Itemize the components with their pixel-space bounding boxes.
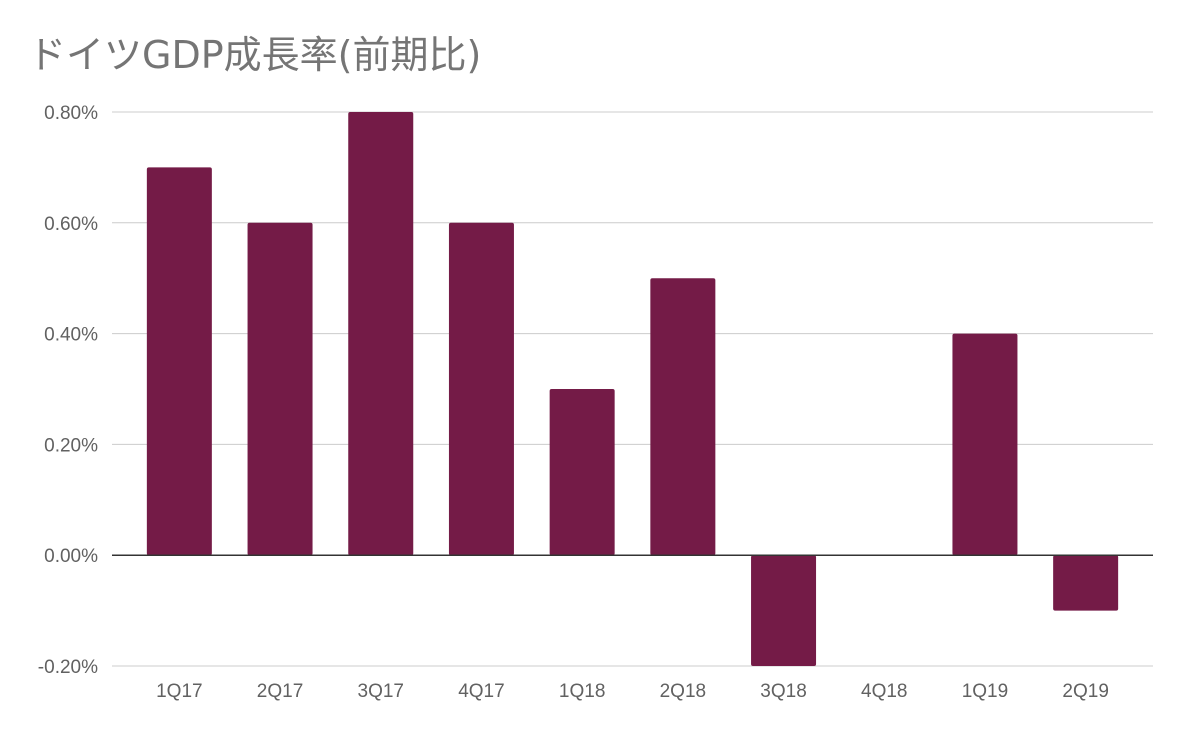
x-tick-label: 1Q17 (156, 681, 202, 702)
x-tick-label: 2Q18 (660, 681, 706, 702)
y-tick-label: 0.60% (44, 214, 98, 235)
x-tick-label: 1Q18 (559, 681, 605, 702)
bar-1Q18 (549, 389, 615, 556)
y-tick-label: 0.20% (44, 435, 98, 456)
bar-series (146, 112, 1119, 666)
bar-1Q19 (952, 333, 1018, 556)
x-tick-label: 3Q18 (760, 681, 806, 702)
x-tick-label: 2Q17 (257, 681, 303, 702)
y-tick-label: 0.80% (44, 103, 98, 124)
bar-1Q17 (146, 167, 212, 556)
axes: -0.20% 0.00% 0.20% 0.40% 0.60% 0.80% 1Q17 2Q17 3… (38, 103, 1153, 702)
bar-3Q17 (348, 112, 414, 556)
bar-2Q19 (1053, 555, 1119, 611)
bar-3Q18 (751, 555, 817, 666)
x-tick-label: 1Q19 (962, 681, 1008, 702)
bar-2Q18 (650, 278, 716, 556)
chart-title: ドイツGDP成長率(前期比) (28, 33, 482, 77)
x-tick-label: 4Q18 (861, 681, 907, 702)
bar-4Q17 (448, 222, 514, 556)
bar-2Q17 (247, 222, 313, 556)
y-tick-label: 0.00% (44, 546, 98, 567)
y-tick-label: -0.20% (38, 657, 98, 678)
x-tick-label: 4Q17 (458, 681, 504, 702)
x-tick-label: 2Q19 (1062, 681, 1108, 702)
x-tick-label: 3Q17 (358, 681, 404, 702)
y-tick-label: 0.40% (44, 325, 98, 346)
